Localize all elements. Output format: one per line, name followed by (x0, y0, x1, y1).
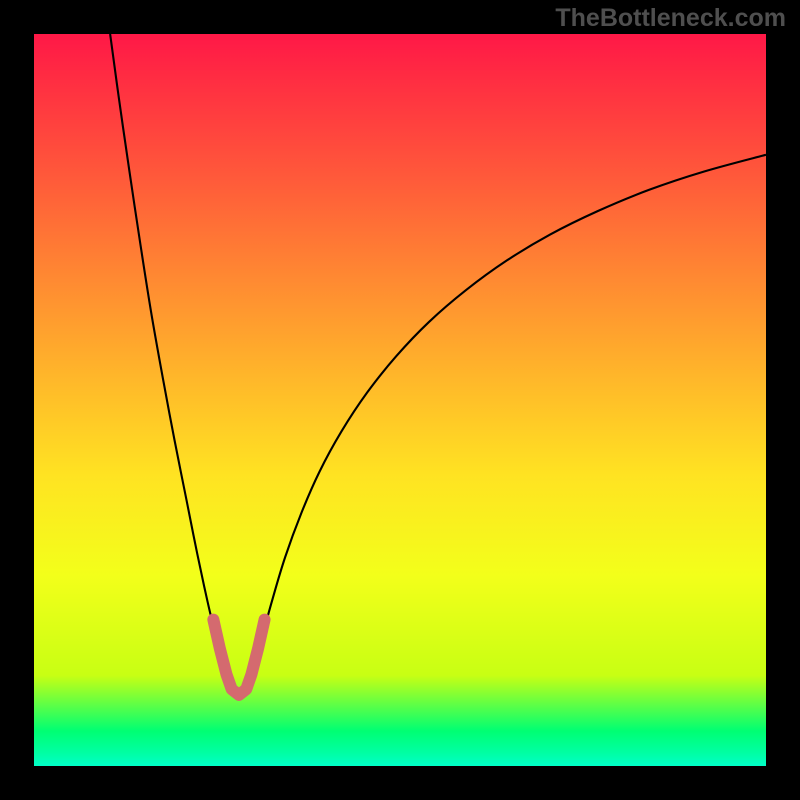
chart-svg (34, 34, 766, 766)
outer-frame (34, 34, 766, 766)
plot-area (34, 34, 766, 766)
watermark-text: TheBottleneck.com (555, 4, 786, 33)
gradient-background (34, 34, 766, 766)
